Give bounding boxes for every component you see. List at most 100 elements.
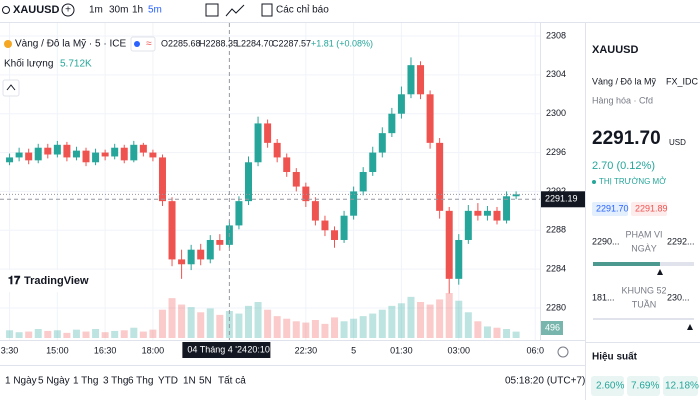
range-button[interactable]: 3 Thg (103, 376, 128, 387)
volume-bar (6, 330, 14, 338)
candle-body (407, 65, 415, 95)
candle-body (436, 142, 444, 211)
x-tick-label: 16:30 (94, 345, 117, 355)
y-tick-label: 2288 (546, 225, 566, 235)
toolbar-symbol[interactable]: XAUUSD (13, 4, 60, 16)
y-tick-label: 2300 (546, 108, 566, 118)
volume-bar (445, 293, 453, 338)
volume-bar (417, 302, 425, 338)
interval-active[interactable]: 5m (148, 5, 162, 16)
volume-bar (311, 320, 319, 338)
day-low: 2290... (592, 236, 620, 246)
range-button[interactable]: 6 Thg (128, 376, 153, 387)
interval[interactable]: 30m (109, 5, 128, 16)
volume-bar (197, 312, 205, 338)
volume-bar (120, 330, 128, 338)
volume-value: 5.712K (60, 59, 92, 70)
chart-type-icon[interactable] (225, 4, 245, 17)
panel-status: THỊ TRƯỜNG MỞ (599, 177, 666, 186)
indicator-icon[interactable] (261, 3, 273, 17)
x-tick-label: 22:30 (295, 345, 318, 355)
volume-bar (283, 318, 291, 338)
candle-body (34, 147, 42, 161)
range-button[interactable]: Tất cả (218, 375, 246, 387)
day-high: 2292... (667, 236, 695, 246)
candle-body (483, 210, 491, 216)
panel-bid: 2291.70 (596, 203, 629, 213)
interval[interactable]: 1m (89, 5, 103, 16)
symbol-logo (4, 40, 12, 48)
range-button[interactable]: 5N (199, 376, 212, 387)
day-bar-fill (593, 262, 660, 266)
candle-body (235, 201, 243, 226)
candle-body (101, 152, 109, 157)
candle-body (512, 194, 520, 197)
volume-bar (388, 305, 396, 338)
volume-bar (44, 330, 52, 338)
candle-type-icon[interactable] (205, 3, 219, 17)
range-button[interactable]: 1 Thg (73, 376, 98, 387)
volume-bar (264, 309, 272, 338)
add-symbol-plus[interactable]: + (65, 5, 71, 16)
x-tick-label: 01:30 (390, 345, 413, 355)
year-range: KHUNG 52 (621, 285, 666, 295)
volume-label-box (541, 321, 563, 335)
panel-price: 2291.70 (592, 128, 661, 149)
x-tick-label: 18:00 (142, 345, 165, 355)
volume-bar (168, 298, 176, 338)
y-tick-label: 2280 (546, 302, 566, 312)
volume-bar (206, 308, 214, 338)
candle-body (292, 171, 300, 187)
volume-bar (273, 316, 281, 338)
candle-body (15, 152, 23, 158)
range-button[interactable]: YTD (158, 376, 178, 387)
range-button[interactable]: 1N (183, 376, 196, 387)
candle-body (149, 152, 157, 158)
volume-bar (474, 321, 482, 338)
candle-body (493, 210, 501, 221)
volume-title: Khối lượng (4, 58, 53, 70)
candle-body (63, 144, 71, 158)
volume-bar (130, 327, 138, 338)
volume-bar (331, 317, 339, 338)
volume-bar (369, 313, 377, 338)
candle-body (311, 201, 319, 221)
candle-body (350, 191, 358, 216)
legend-high: H2288.35 (199, 38, 238, 48)
volume-bar (158, 309, 166, 338)
perf-value: 2.60% (596, 381, 624, 392)
year-high: 230... (667, 292, 690, 302)
range-button[interactable]: 5 Ngày (38, 376, 70, 387)
settings-icon[interactable] (557, 346, 569, 358)
candle-body (139, 144, 147, 153)
candle-body (417, 65, 425, 95)
volume-bar (216, 314, 224, 338)
volume-bar (397, 303, 405, 338)
crosshair-time: 20:10 (247, 344, 270, 354)
indicators-button[interactable]: Các chỉ báo (276, 4, 329, 16)
year-range: TUẦN (632, 299, 657, 309)
logo-box (3, 270, 81, 292)
search-icon[interactable] (2, 6, 10, 14)
candle-body (72, 150, 80, 158)
candle-body (197, 249, 205, 260)
candle-body (206, 239, 214, 260)
candle-body (321, 220, 329, 231)
volume-bar (455, 300, 463, 338)
candle-body (264, 123, 272, 143)
volume-bar (139, 331, 147, 338)
collapse-legend[interactable] (2, 79, 20, 97)
legend-buttons[interactable] (130, 36, 156, 52)
panel-name[interactable]: Vàng / Đô la Mỹ (592, 76, 657, 86)
candle-body (397, 94, 405, 114)
add-symbol[interactable] (61, 3, 75, 17)
range-button[interactable]: 1 Ngày (5, 376, 37, 387)
bid-box (592, 202, 628, 216)
panel-exchange: FX_IDC (666, 76, 699, 86)
candle-body (464, 210, 472, 240)
legend-close: C2287.57 (272, 38, 311, 48)
interval[interactable]: 1h (132, 5, 143, 16)
volume-bar (321, 323, 329, 338)
volume-bar (350, 318, 358, 338)
candle-body (340, 215, 348, 240)
